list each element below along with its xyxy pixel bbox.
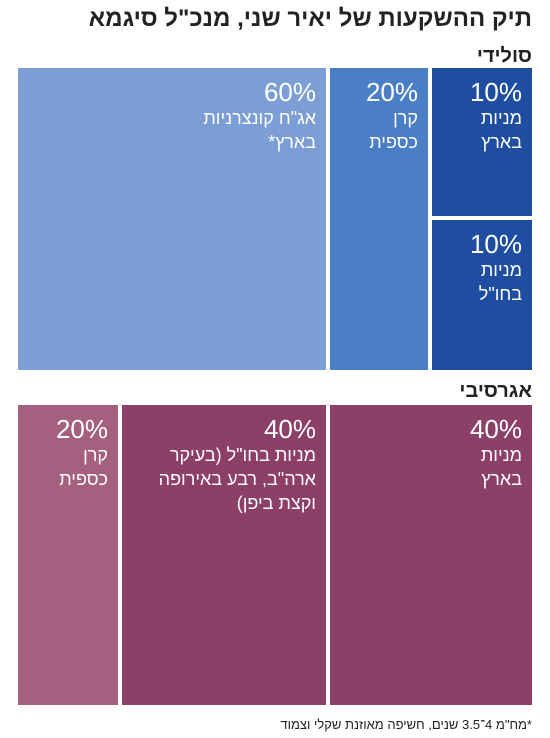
footnote: *מח"מ 4־3.5 שנים, חשיפה מאוזנת שקלי וצמו… <box>280 717 532 732</box>
block-percent: 60% <box>263 77 316 107</box>
block-money-fund-solid: 20% קרן כספית <box>330 68 428 370</box>
block-stocks-local-solid: 10% מניות בארץ <box>432 68 532 216</box>
chart-title: תיק ההשקעות של יאיר שני, מנכ"ל סיגמא <box>88 5 532 32</box>
block-label: מניות בחו"ל <box>478 260 522 304</box>
block-percent: 10% <box>469 229 522 259</box>
block-label: מניות בחו"ל (בעיקר ארה"ב, רבע באירופה וק… <box>158 445 316 513</box>
block-label: מניות בארץ <box>480 445 522 489</box>
block-percent: 10% <box>469 77 522 107</box>
group-label-solid: סולידי <box>476 45 532 67</box>
block-percent: 20% <box>365 77 418 107</box>
group-label-aggressive: אגרסיבי <box>459 380 532 402</box>
block-money-fund-aggressive: 20% קרן כספית <box>18 405 118 705</box>
block-label: אג"ח קונצרניות בארץ* <box>203 108 316 152</box>
block-percent: 20% <box>55 414 108 444</box>
block-stocks-abroad-aggressive: 40% מניות בחו"ל (בעיקר ארה"ב, רבע באירופה… <box>122 405 326 705</box>
block-bonds-local: 60% אג"ח קונצרניות בארץ* <box>18 68 326 370</box>
block-label: קרן כספית <box>369 108 418 152</box>
block-stocks-local-aggressive: 40% מניות בארץ <box>330 405 532 705</box>
block-label: קרן כספית <box>59 445 108 489</box>
block-label: מניות בארץ <box>480 108 522 152</box>
block-percent: 40% <box>469 414 522 444</box>
block-stocks-abroad-solid: 10% מניות בחו"ל <box>432 220 532 370</box>
block-percent: 40% <box>263 414 316 444</box>
